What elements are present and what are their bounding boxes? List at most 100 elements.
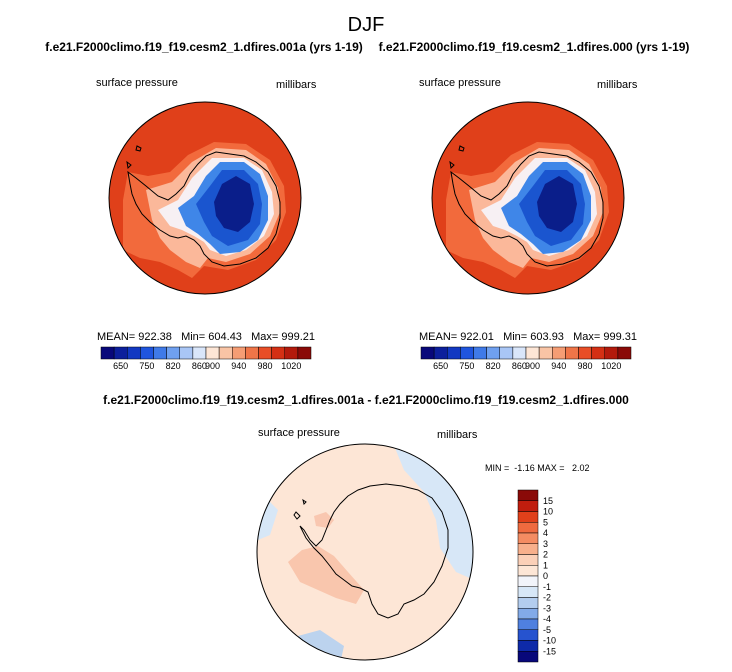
- colorbar-box: [113, 346, 128, 360]
- panel3-left-label: surface pressure: [258, 427, 340, 439]
- colorbar-box: [192, 346, 207, 360]
- colorbar-box: [153, 346, 167, 360]
- panel1-map: [109, 102, 301, 294]
- colorbar-tick-label: 820: [486, 361, 501, 371]
- panel2-plateau-deep: [537, 176, 577, 232]
- colorbar-box: [538, 346, 553, 360]
- panel1-island-b: [126, 160, 132, 170]
- colorbar-box: [258, 346, 272, 360]
- panel2-field: [432, 102, 624, 294]
- colorbar-tick-label: 940: [551, 361, 566, 371]
- colorbar-box: [100, 346, 115, 360]
- colorbar-tick-label: 1: [543, 560, 548, 570]
- panel2-map-border: [431, 101, 625, 295]
- colorbar-box: [245, 346, 259, 360]
- panel2-stats: MEAN= 922.01 Min= 603.93 Max= 999.31: [419, 331, 637, 343]
- colorbar-tick-label: -1: [543, 582, 551, 592]
- colorbar-box: [460, 346, 474, 360]
- colorbar-tick-label: 2: [543, 550, 548, 560]
- panel3-positive-anomaly-small: [314, 512, 334, 528]
- colorbar-box: [525, 346, 540, 360]
- colorbar-tick-label: 1020: [281, 361, 301, 371]
- panel3-coastline: [293, 483, 449, 619]
- colorbar-tick-label: 980: [578, 361, 593, 371]
- colorbar-box: [140, 346, 154, 360]
- colorbar-box: [517, 629, 539, 641]
- colorbar-box: [517, 511, 539, 523]
- colorbar-tick-label: -10: [543, 636, 556, 646]
- panel2-title: f.e21.F2000climo.f19_f19.cesm2_1.dfires.…: [379, 40, 690, 54]
- panel1-island-a: [135, 145, 142, 152]
- colorbar-box: [232, 346, 246, 360]
- colorbar-tick-label: 5: [543, 517, 548, 527]
- colorbar-box: [512, 346, 527, 360]
- colorbar-box: [297, 346, 312, 360]
- panel3-map: [257, 444, 473, 660]
- panel1-map-border: [108, 101, 302, 295]
- colorbar-box: [284, 346, 299, 360]
- colorbar-box: [517, 586, 539, 598]
- colorbar-tick-label: 820: [166, 361, 181, 371]
- panel1-stats: MEAN= 922.38 Min= 604.43 Max= 999.21: [97, 331, 315, 343]
- panel3-map-border: [256, 443, 474, 661]
- panel2-coast-main: [450, 151, 604, 267]
- colorbar-tick-label: 860: [512, 361, 527, 371]
- colorbar-box: [166, 346, 180, 360]
- colorbar-tick-label: 4: [543, 528, 548, 538]
- panel2-left-label: surface pressure: [419, 77, 501, 89]
- colorbar-box: [565, 346, 579, 360]
- panel1-title: f.e21.F2000climo.f19_f19.cesm2_1.dfires.…: [45, 40, 363, 54]
- colorbar-box: [517, 597, 539, 609]
- panel3-coast-main: [299, 483, 449, 619]
- colorbar-tick-label: 900: [205, 361, 220, 371]
- colorbar-box: [517, 651, 539, 663]
- colorbar-tick-label: 750: [139, 361, 154, 371]
- colorbar-tick-label: 15: [543, 496, 553, 506]
- colorbar-tick-label: 650: [433, 361, 448, 371]
- colorbar-box: [517, 532, 539, 544]
- colorbar-box: [517, 608, 539, 620]
- panel2-right-label: millibars: [597, 79, 638, 91]
- colorbar-tick-label: 3: [543, 539, 548, 549]
- panel3-stats: MIN = -1.16 MAX = 2.02: [485, 463, 590, 473]
- colorbar-tick-label: 860: [192, 361, 207, 371]
- colorbar-tick-label: 900: [525, 361, 540, 371]
- colorbar-box: [517, 500, 539, 512]
- colorbar-tick-label: 980: [258, 361, 273, 371]
- colorbar-tick-label: -4: [543, 614, 551, 624]
- colorbar-box: [517, 489, 539, 501]
- panel3-island-a: [293, 511, 301, 520]
- colorbar-box: [486, 346, 500, 360]
- colorbar-box: [127, 346, 141, 360]
- colorbar-tick-label: 650: [113, 361, 128, 371]
- colorbar-box: [205, 346, 220, 360]
- panel1-plateau-deep: [214, 176, 254, 232]
- colorbar-box: [271, 346, 285, 360]
- panel2-island-a: [458, 145, 465, 152]
- colorbar-box: [517, 565, 539, 577]
- colorbar-box: [604, 346, 619, 360]
- colorbar-tick-label: -5: [543, 625, 551, 635]
- colorbar-box: [433, 346, 448, 360]
- panel2-coastline: [449, 145, 604, 267]
- panel1-field: [109, 102, 301, 294]
- panel1-left-label: surface pressure: [96, 77, 178, 89]
- colorbar-box: [517, 543, 539, 555]
- colorbar-tick-label: 1020: [601, 361, 621, 371]
- colorbar-box: [552, 346, 566, 360]
- colorbar-box: [473, 346, 487, 360]
- figure-title: DJF: [348, 14, 385, 36]
- colorbar-box: [517, 640, 539, 652]
- panel2-island-b: [449, 160, 455, 170]
- panel3-island-b: [302, 498, 307, 505]
- colorbar-tick-label: 10: [543, 507, 553, 517]
- colorbar-tick-label: -15: [543, 646, 556, 656]
- panel3-title: f.e21.F2000climo.f19_f19.cesm2_1.dfires.…: [103, 393, 629, 407]
- colorbar-box: [578, 346, 592, 360]
- colorbar-box: [447, 346, 461, 360]
- colorbar-box: [420, 346, 435, 360]
- colorbar-box: [517, 575, 539, 587]
